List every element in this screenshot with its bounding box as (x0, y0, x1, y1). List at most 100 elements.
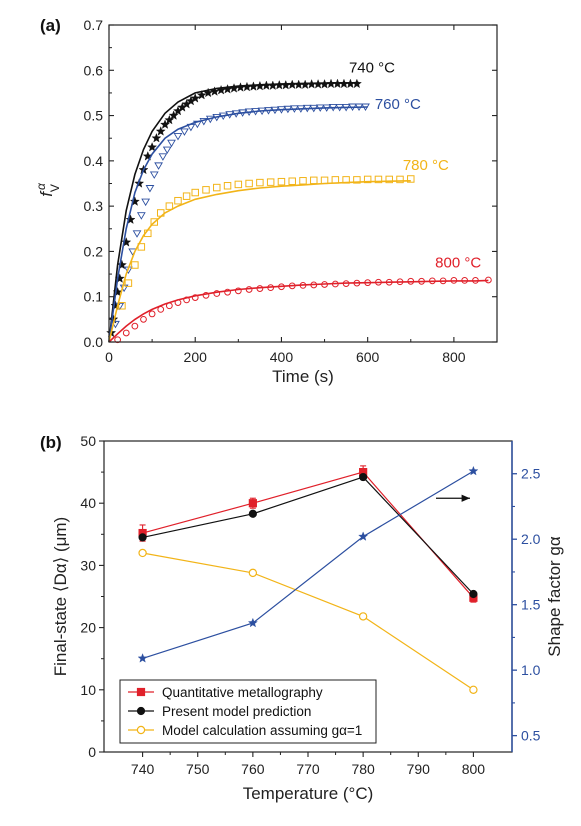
panel-a-data-point (162, 146, 172, 155)
panel-a-data-point (300, 79, 311, 90)
panel-b-x-tick-label: 770 (296, 761, 320, 777)
panel-b-data-point (138, 533, 147, 542)
panel-a-data-point (158, 153, 168, 161)
panel-b: (b) 740 750 760 770 780 790 800 0 10 20 30 40 50 0.5 1… (40, 433, 564, 803)
panel-a-data-point (182, 192, 191, 200)
panel-a-data-point (155, 126, 166, 136)
panel-a-data-point (164, 114, 175, 125)
panel-a-data-point (310, 176, 318, 185)
panel-a-x-tick-label: 400 (270, 349, 294, 365)
panel-a-data-point (165, 202, 174, 210)
panel-a-data-point (190, 93, 201, 103)
panel-a-series-2 (108, 175, 415, 343)
panel-a-data-point (167, 139, 176, 148)
panel-a-data-point (202, 291, 210, 299)
panel-b-x-tick-label: 760 (241, 761, 265, 777)
panel-b-plot-area (137, 465, 479, 695)
panel-b-series-line (142, 476, 474, 595)
panel-b-series-line (142, 552, 474, 691)
panel-a-curve-label: 760 °C (375, 96, 421, 113)
panel-a-data-point (245, 179, 253, 188)
panel-b-y2-tick-label: 0.5 (521, 728, 541, 744)
panel-a-y-axis-title: fVα (34, 182, 62, 197)
panel-a-x-tick-label: 200 (184, 349, 208, 365)
panel-a-y-tick-label: 0.7 (84, 17, 104, 33)
panel-a-data-point (213, 183, 221, 192)
panel-a-data-point (222, 84, 233, 94)
panel-b-y-tick-label: 0 (88, 744, 96, 760)
panel-a-data-point (363, 175, 372, 184)
panel-b-legend-marker (136, 725, 146, 735)
panel-a-data-point (118, 302, 126, 310)
panel-a-data-point (280, 79, 291, 90)
panel-b-x-tick-label: 750 (186, 761, 210, 777)
panel-a-y-tick-label: 0.6 (84, 62, 104, 78)
panel-b-y2-tick-label: 2.5 (521, 466, 541, 482)
panel-a-data-point (256, 178, 264, 187)
panel-a-data-point (136, 212, 146, 220)
panel-a-x-axis-title: Time (s) (272, 367, 334, 386)
panel-a-data-point (216, 84, 227, 95)
panel-b-y2-tick-label: 1.0 (521, 662, 541, 678)
panel-a: (a) 0 200 400 600 800 0.0 0.1 0.2 0.3 0.4 0.5 0.6 0.… (34, 16, 498, 386)
panel-a-x-tick-label: 800 (442, 349, 466, 365)
panel-a-data-point (374, 175, 383, 184)
panel-a-data-point (124, 279, 133, 287)
panel-a-curve-label: 800 °C (435, 254, 481, 271)
panel-b-x-tick-label: 790 (407, 761, 431, 777)
panel-a-data-point (213, 290, 221, 297)
panel-a-data-point (145, 185, 155, 193)
panel-b-legend-entry-1: Present model prediction (162, 704, 311, 719)
panel-b-legend-marker (136, 706, 146, 716)
panel-a-y-tick-label: 0.5 (84, 108, 104, 124)
panel-a-data-point (131, 261, 139, 269)
panel-a-data-point (353, 176, 361, 184)
panel-a-data-point (224, 288, 231, 296)
panel-a-data-point (229, 83, 240, 93)
panel-a-data-point (149, 171, 159, 179)
panel-a-x-tick-label: 0 (105, 349, 113, 365)
panel-a-data-point (191, 294, 199, 301)
panel-a-data-point (183, 296, 190, 304)
panel-a-data-point (266, 178, 275, 186)
panel-a-y-tick-label: 0.4 (84, 153, 104, 169)
panel-b-data-point (248, 568, 258, 578)
panel-b-data-point (469, 589, 478, 599)
panel-a-data-point (319, 79, 330, 89)
panel-b-y-tick-label: 20 (80, 620, 96, 636)
panel-b-y-tick-label: 50 (80, 433, 96, 449)
panel-b-data-point (359, 472, 368, 482)
panel-a-data-point (199, 118, 209, 126)
panel-a-data-point (160, 119, 171, 129)
panel-b-series-0 (138, 465, 478, 603)
panel-a-data-point (173, 132, 183, 141)
panel-a-y-tick-label: 0.3 (84, 198, 104, 214)
panel-a-ticks: 0 200 400 600 800 0.0 0.1 0.2 0.3 0.4 0.5 0.6 0.7 (84, 17, 497, 365)
panel-b-legend-box (119, 679, 377, 744)
panel-a-data-point (174, 196, 182, 205)
panel-b-y-tick-label: 40 (80, 495, 96, 511)
panel-b-legend: Quantitative metallography Present model … (119, 679, 377, 744)
panel-b-legend-marker (136, 687, 146, 697)
panel-a-data-point (407, 175, 415, 183)
panel-a-model-curve (108, 106, 368, 343)
panel-a-data-point (196, 89, 207, 100)
panel-b-data-point (247, 617, 258, 628)
panel-b-data-point (137, 653, 148, 663)
panel-b-y2-tick-label: 1.5 (521, 597, 541, 613)
panel-a-plot-area (106, 78, 492, 344)
panel-a-data-point (141, 198, 151, 207)
panel-a-label: (a) (40, 16, 61, 35)
panel-b-ticks: 740 750 760 770 780 790 800 0 10 20 30 40 50 0.5 1.0 1.… (80, 433, 540, 777)
panel-a-model-curve (108, 180, 411, 343)
panel-b-data-point (469, 685, 478, 695)
panel-a-annotations: 740 °C 760 °C 780 °C 800 °C (349, 60, 481, 272)
panel-a-data-point (168, 110, 179, 120)
panel-b-data-point (358, 612, 368, 621)
panel-b-legend-entry-2: Model calculation assuming gα=1 (162, 723, 362, 738)
panel-b-x-tick-label: 800 (462, 761, 486, 777)
panel-a-series-3 (108, 276, 492, 344)
panel-a-data-point (147, 142, 158, 152)
panel-b-y2-axis-title: Shape factor gα (545, 536, 564, 657)
